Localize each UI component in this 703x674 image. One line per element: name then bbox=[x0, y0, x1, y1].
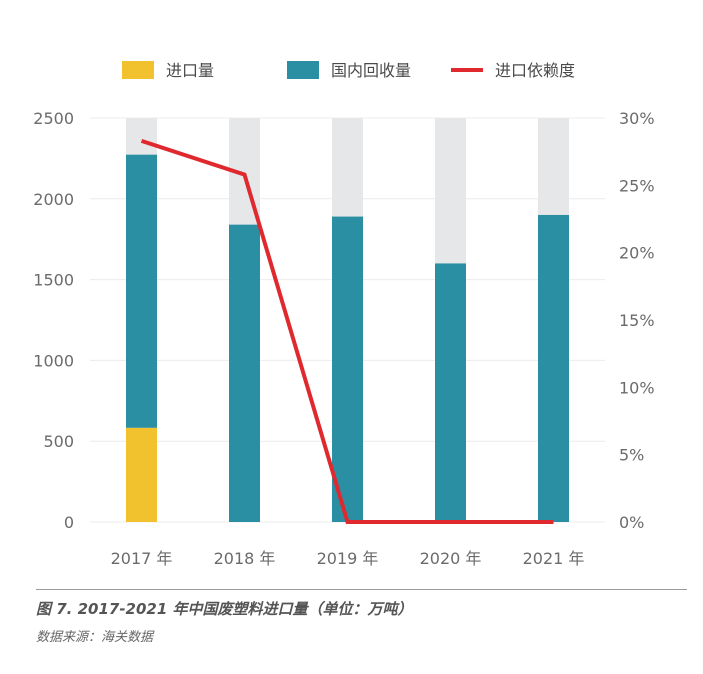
y-left-tick-label: 1000 bbox=[33, 351, 74, 370]
y-right-tick-label: 15% bbox=[619, 311, 655, 330]
x-tick-label: 2019 年 bbox=[317, 549, 379, 568]
legend-label: 国内回收量 bbox=[331, 61, 411, 80]
x-tick-label: 2021 年 bbox=[523, 549, 585, 568]
y-left-tick-label: 2000 bbox=[33, 190, 74, 209]
y-left-tick-label: 0 bbox=[64, 513, 74, 532]
bar-import bbox=[126, 427, 157, 522]
bar-domestic bbox=[332, 216, 363, 523]
y-right-tick-label: 0% bbox=[619, 513, 644, 532]
y-left-tick-label: 500 bbox=[43, 432, 74, 451]
bars bbox=[126, 154, 569, 523]
y-right-ticks: 0% 5% 10% 15% 20% 25% 30% bbox=[619, 109, 655, 532]
x-tick-label: 2017 年 bbox=[111, 549, 173, 568]
dependency-line-path bbox=[140, 138, 554, 524]
chart: 进口量 国内回收量 进口依赖度 0 500 1000 1500 2000 2500 0% 5% 1… bbox=[33, 61, 655, 568]
x-tick-label: 2018 年 bbox=[214, 549, 276, 568]
x-ticks: 2017 年 2018 年 2019 年 2020 年 2021 年 bbox=[111, 549, 585, 568]
data-source: 数据来源：海关数据 bbox=[36, 630, 154, 645]
y-right-tick-label: 30% bbox=[619, 109, 655, 128]
y-left-tick-label: 2500 bbox=[33, 109, 74, 128]
y-left-ticks: 0 500 1000 1500 2000 2500 bbox=[33, 109, 74, 532]
bar-domestic bbox=[435, 263, 466, 522]
y-right-tick-label: 25% bbox=[619, 176, 655, 195]
bar-domestic bbox=[229, 224, 260, 522]
y-right-tick-label: 10% bbox=[619, 378, 655, 397]
x-tick-label: 2020 年 bbox=[420, 549, 482, 568]
figure-caption: 图 7. 2017-2021 年中国废塑料进口量（单位：万吨） bbox=[36, 600, 413, 618]
y-left-tick-label: 1500 bbox=[33, 271, 74, 290]
divider bbox=[36, 589, 687, 590]
legend-label: 进口依赖度 bbox=[495, 61, 575, 80]
dependency-line bbox=[140, 138, 554, 524]
legend: 进口量 国内回收量 进口依赖度 bbox=[122, 61, 575, 80]
bar-domestic bbox=[126, 154, 157, 428]
bar-domestic bbox=[538, 214, 569, 522]
y-right-tick-label: 5% bbox=[619, 446, 644, 465]
legend-swatch bbox=[122, 61, 154, 79]
y-right-tick-label: 20% bbox=[619, 244, 655, 263]
legend-swatch bbox=[287, 61, 319, 79]
legend-label: 进口量 bbox=[166, 61, 214, 80]
